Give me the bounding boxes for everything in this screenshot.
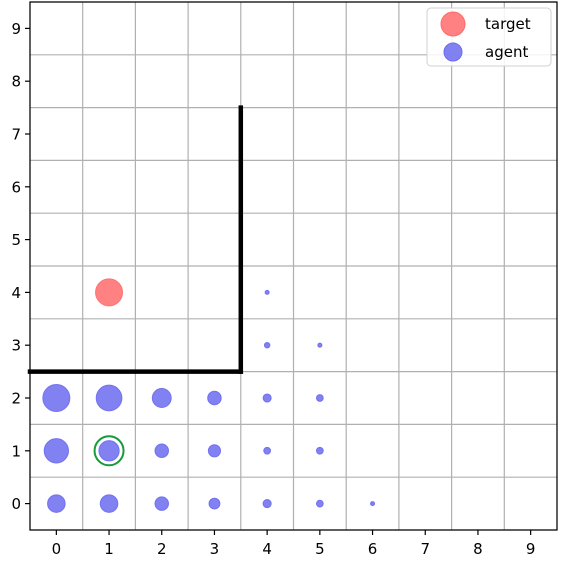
x-tick-label: 1 [104, 540, 114, 558]
agent-point [208, 497, 221, 510]
agent-point [315, 394, 324, 402]
x-tick-label: 4 [262, 540, 272, 558]
agent-point [370, 501, 376, 507]
agent-point [151, 388, 172, 408]
legend-label-target: target [485, 15, 531, 33]
legend-label-agent: agent [485, 43, 528, 61]
agent-point [47, 494, 66, 513]
agent-point [262, 393, 272, 403]
y-tick-label: 5 [11, 231, 21, 249]
y-tick-label: 6 [11, 178, 21, 196]
x-tick-label: 5 [315, 540, 325, 558]
agent-point [317, 342, 323, 348]
current-position-ring [93, 435, 125, 467]
x-tick-label: 7 [420, 540, 430, 558]
target-point [95, 278, 124, 307]
y-tick-label: 1 [11, 442, 21, 460]
agent-point [154, 496, 169, 511]
agent-point [263, 446, 272, 455]
agent-point [264, 289, 270, 295]
legend-marker-agent [443, 42, 463, 62]
y-tick-label: 3 [11, 337, 21, 355]
y-tick-label: 2 [11, 390, 21, 408]
x-tick-label: 0 [52, 540, 62, 558]
y-tick-label: 8 [11, 73, 21, 91]
x-tick-label: 6 [368, 540, 378, 558]
agent-point [207, 444, 222, 458]
agent-point [263, 342, 271, 349]
agent-point [43, 438, 69, 464]
agent-point [42, 384, 71, 412]
x-tick-label: 2 [157, 540, 167, 558]
agent-point [154, 443, 169, 459]
y-tick-label: 0 [11, 495, 21, 513]
x-tick-label: 8 [473, 540, 483, 558]
plot-frame [29, 1, 558, 531]
y-tick-label: 7 [11, 126, 21, 144]
agent-point [315, 446, 324, 455]
x-tick-label: 3 [210, 540, 220, 558]
y-tick-label: 4 [11, 284, 21, 302]
x-tick-label: 9 [526, 540, 536, 558]
agent-point [315, 499, 324, 508]
agent-point [262, 499, 272, 509]
legend-marker-target [440, 11, 466, 37]
agent-point [99, 494, 119, 513]
y-tick-label: 9 [11, 20, 21, 38]
agent-point [207, 390, 222, 406]
agent-point [95, 384, 123, 412]
agent-point [98, 440, 120, 462]
